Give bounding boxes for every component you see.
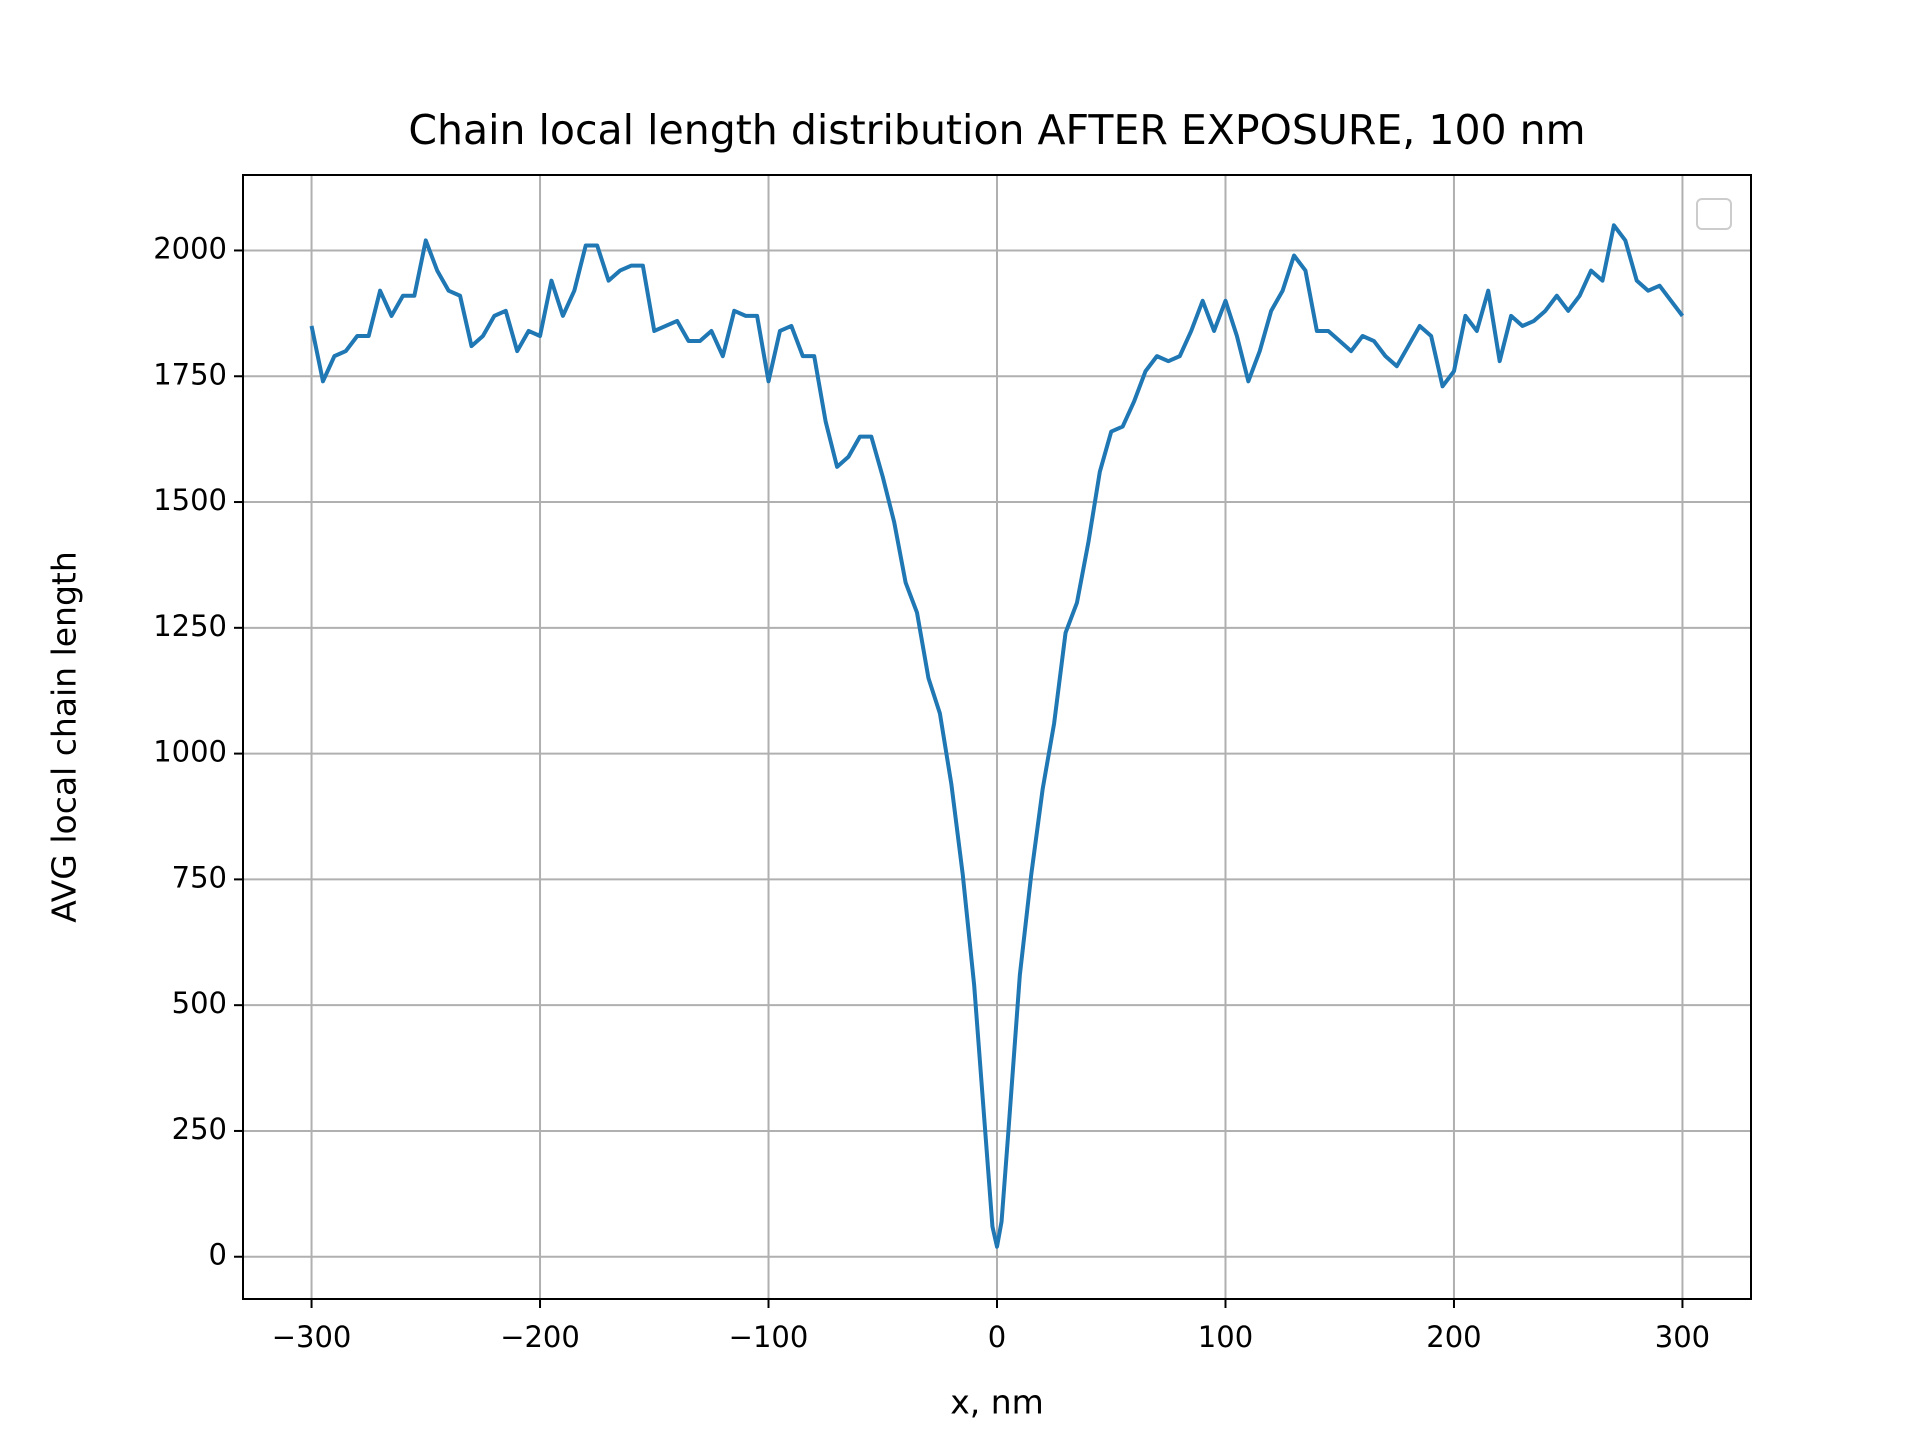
x-tick-label: −100 bbox=[729, 1320, 809, 1354]
x-tick-label: 0 bbox=[988, 1320, 1006, 1354]
plot-frame bbox=[242, 174, 1752, 1300]
y-tick-label: 1250 bbox=[153, 609, 227, 643]
x-tick-label: −300 bbox=[272, 1320, 352, 1354]
x-tick-label: 200 bbox=[1426, 1320, 1481, 1354]
y-tick-label: 500 bbox=[172, 986, 227, 1020]
y-tick-label: 750 bbox=[172, 860, 227, 894]
x-tick-label: 100 bbox=[1198, 1320, 1253, 1354]
legend-box bbox=[1696, 198, 1732, 230]
x-axis-label: x, nm bbox=[950, 1383, 1044, 1422]
x-tick-label: 300 bbox=[1655, 1320, 1710, 1354]
y-tick-label: 1500 bbox=[153, 483, 227, 517]
y-tick-label: 250 bbox=[172, 1112, 227, 1146]
y-axis-label: AVG local chain length bbox=[45, 551, 84, 923]
y-tick-label: 1750 bbox=[153, 357, 227, 391]
y-tick-label: 0 bbox=[209, 1238, 227, 1272]
data-line bbox=[309, 223, 1685, 1249]
y-tick-label: 2000 bbox=[153, 231, 227, 265]
y-tick-label: 1000 bbox=[153, 735, 227, 769]
x-tick-label: −200 bbox=[500, 1320, 580, 1354]
chart-title: Chain local length distribution AFTER EX… bbox=[408, 106, 1585, 154]
